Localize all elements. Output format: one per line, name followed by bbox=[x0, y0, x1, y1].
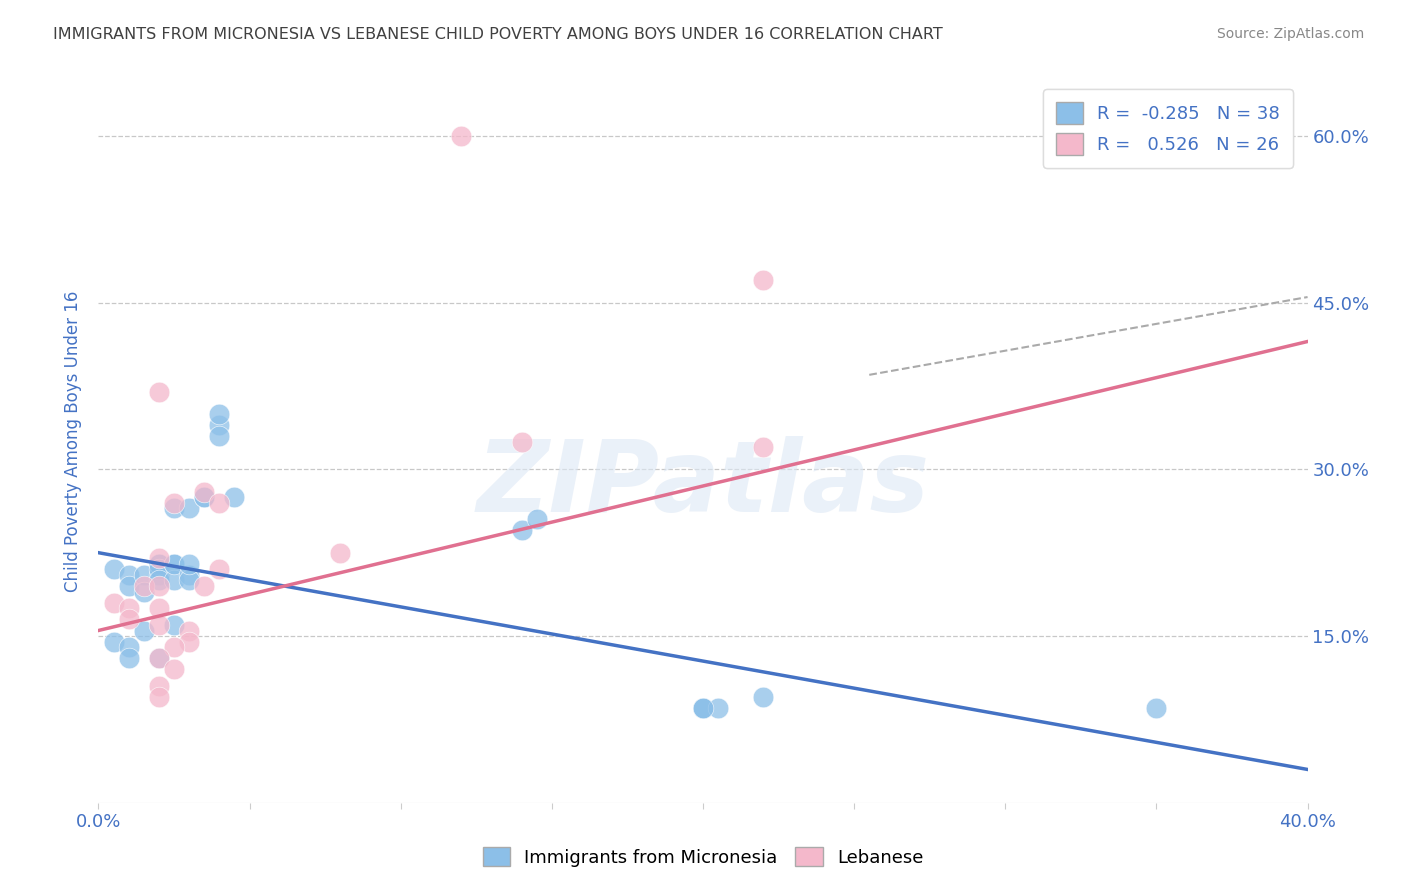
Point bbox=[148, 551, 170, 566]
Point bbox=[148, 679, 170, 693]
Point bbox=[148, 690, 170, 705]
Point bbox=[132, 584, 155, 599]
Point bbox=[450, 128, 472, 143]
Point bbox=[163, 557, 186, 571]
Point bbox=[208, 417, 231, 432]
Point bbox=[163, 640, 186, 655]
Point bbox=[692, 701, 714, 715]
Point bbox=[526, 512, 548, 526]
Point bbox=[179, 501, 201, 516]
Point bbox=[118, 579, 141, 593]
Point bbox=[163, 662, 186, 676]
Point bbox=[179, 574, 201, 588]
Point bbox=[148, 557, 170, 571]
Point bbox=[132, 624, 155, 638]
Point bbox=[163, 574, 186, 588]
Legend: Immigrants from Micronesia, Lebanese: Immigrants from Micronesia, Lebanese bbox=[475, 840, 931, 874]
Point bbox=[103, 634, 125, 648]
Point bbox=[132, 579, 155, 593]
Point bbox=[329, 546, 352, 560]
Text: IMMIGRANTS FROM MICRONESIA VS LEBANESE CHILD POVERTY AMONG BOYS UNDER 16 CORRELA: IMMIGRANTS FROM MICRONESIA VS LEBANESE C… bbox=[53, 27, 943, 42]
Point bbox=[103, 596, 125, 610]
Point bbox=[193, 484, 215, 499]
Point bbox=[118, 601, 141, 615]
Point bbox=[118, 568, 141, 582]
Point bbox=[163, 496, 186, 510]
Point bbox=[179, 624, 201, 638]
Point bbox=[707, 701, 730, 715]
Point bbox=[103, 562, 125, 576]
Point bbox=[208, 429, 231, 443]
Point bbox=[1144, 701, 1167, 715]
Point bbox=[148, 618, 170, 632]
Point bbox=[148, 384, 170, 399]
Point bbox=[692, 701, 714, 715]
Point bbox=[510, 524, 533, 538]
Point bbox=[163, 501, 186, 516]
Point bbox=[118, 612, 141, 626]
Point bbox=[193, 490, 215, 504]
Text: Source: ZipAtlas.com: Source: ZipAtlas.com bbox=[1216, 27, 1364, 41]
Text: ZIPatlas: ZIPatlas bbox=[477, 436, 929, 533]
Point bbox=[148, 557, 170, 571]
Point bbox=[148, 651, 170, 665]
Point bbox=[132, 568, 155, 582]
Point bbox=[118, 651, 141, 665]
Point bbox=[510, 434, 533, 449]
Point bbox=[208, 496, 231, 510]
Point bbox=[179, 634, 201, 648]
Legend: R =  -0.285   N = 38, R =   0.526   N = 26: R = -0.285 N = 38, R = 0.526 N = 26 bbox=[1043, 89, 1292, 168]
Y-axis label: Child Poverty Among Boys Under 16: Child Poverty Among Boys Under 16 bbox=[65, 291, 83, 592]
Point bbox=[148, 574, 170, 588]
Point bbox=[208, 562, 231, 576]
Point bbox=[193, 579, 215, 593]
Point bbox=[148, 651, 170, 665]
Point bbox=[224, 490, 246, 504]
Point bbox=[179, 568, 201, 582]
Point bbox=[148, 579, 170, 593]
Point bbox=[163, 618, 186, 632]
Point bbox=[179, 557, 201, 571]
Point bbox=[193, 490, 215, 504]
Point bbox=[118, 640, 141, 655]
Point bbox=[148, 601, 170, 615]
Point bbox=[752, 690, 775, 705]
Point bbox=[148, 562, 170, 576]
Point bbox=[148, 568, 170, 582]
Point bbox=[163, 557, 186, 571]
Point bbox=[752, 440, 775, 454]
Point bbox=[208, 407, 231, 421]
Point bbox=[692, 701, 714, 715]
Point bbox=[752, 273, 775, 287]
